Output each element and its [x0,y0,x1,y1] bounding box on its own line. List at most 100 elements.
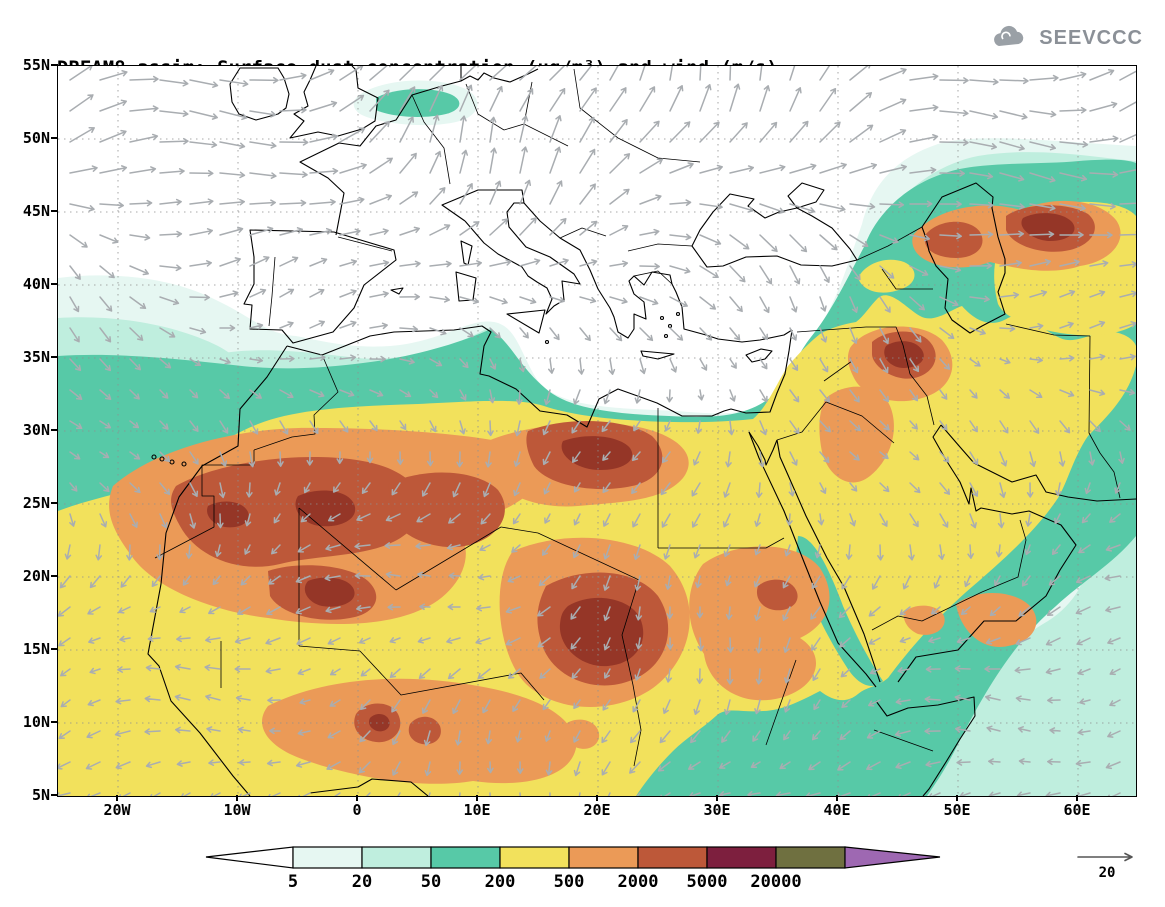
coast-sardinia [455,271,477,302]
coast-iberia [243,229,397,344]
colorbar-box [430,846,501,869]
border-line [573,68,619,139]
colorbar-box [292,846,363,869]
border-line [268,256,276,327]
lat-tick [51,64,58,66]
dust-region [858,259,915,293]
colorbar-under-arrow [205,846,294,869]
border-line [395,526,502,591]
dust-region [884,341,924,368]
colorbar-value-50: 50 [420,872,442,892]
coast-corsica [460,240,473,266]
dust-layer-sienna [171,205,1095,745]
dust-region [956,592,1037,647]
lat-tick [51,721,58,723]
lat-tick [51,283,58,285]
border-line [873,729,934,752]
border-line [1005,323,1091,337]
colorbar-box [568,846,639,869]
dust-region [756,579,798,611]
border-line [621,579,642,767]
border-line [500,526,640,581]
coast-sinai [748,431,778,466]
lon-tick [116,795,118,801]
coast-gulf-of-aden [875,696,976,796]
coast-redsea-east [776,439,881,683]
coast-atlantic-africa [147,345,288,796]
border-line [1088,335,1121,499]
lat-label-55N: 55N [22,56,50,74]
border-line [658,537,785,549]
coast-crete [640,350,675,360]
colorbar-value-5000: 5000 [686,872,728,892]
dust-region [207,501,249,528]
dust-region [171,456,424,567]
border-line [866,326,935,426]
border-alps [441,189,525,222]
dust-region [1021,213,1075,241]
colorbar-value-500: 500 [553,872,585,892]
dust-region [562,719,600,749]
lon-tick [836,795,838,801]
lat-label-5N: 5N [31,786,50,804]
logo-text: SEEVCCC [1039,26,1143,49]
colorbar-value-200: 200 [484,872,516,892]
lat-tick [51,502,58,504]
lat-tick [51,356,58,358]
lon-label-10E: 10E [463,801,491,819]
colorbar-value-2000: 2000 [617,872,659,892]
coast-north-africa [286,325,793,428]
border-line [881,268,933,290]
coast-france-north [299,66,462,236]
lon-tick [716,795,718,801]
border-line [253,356,339,451]
island-dot [659,315,665,321]
coast-cyprus [745,348,773,363]
border-line [298,645,361,652]
lon-tick [356,795,358,801]
coastlines [147,66,1136,796]
dust-layer-dark [207,213,1075,732]
lon-label-50E: 50E [943,801,971,819]
coast-black-sea [691,193,858,268]
colorbar-scale [205,846,941,869]
border-line [298,507,397,591]
lon-label-40E: 40E [823,801,851,819]
dust-region [559,597,644,667]
lon-label-20W: 20W [103,801,131,819]
island-dot [544,339,550,345]
border-line [465,83,505,131]
island-dot [159,456,165,462]
dust-region [408,716,441,745]
lat-label-35N: 35N [22,348,50,366]
coast-turkey-south [671,283,793,343]
lon-label-60E: 60E [1063,801,1091,819]
lon-label-20E: 20E [583,801,611,819]
lat-tick [51,429,58,431]
border-line [823,360,853,382]
wind-reference-arrow [1077,852,1133,862]
border-line [617,137,701,163]
border-line [871,519,1027,631]
coast-balkans-greece [523,202,673,339]
lon-tick [1076,795,1078,801]
lat-label-15N: 15N [22,640,50,658]
lon-tick [236,795,238,801]
colorbar-box [361,846,432,869]
island-dot [181,461,187,467]
coast-azov [787,182,825,209]
lon-label-0: 0 [352,801,362,819]
lat-tick [51,648,58,650]
lon-tick [476,795,478,801]
lon-tick [956,795,958,801]
lat-label-10N: 10N [22,713,50,731]
wind-arrows [58,66,1136,796]
lon-label-30E: 30E [703,801,731,819]
colorbar-over-arrow [844,846,941,869]
border-line [633,270,673,285]
lat-label-30N: 30N [22,421,50,439]
border-line [776,401,895,444]
coast-england [289,66,379,139]
coast-guinea [309,778,429,796]
